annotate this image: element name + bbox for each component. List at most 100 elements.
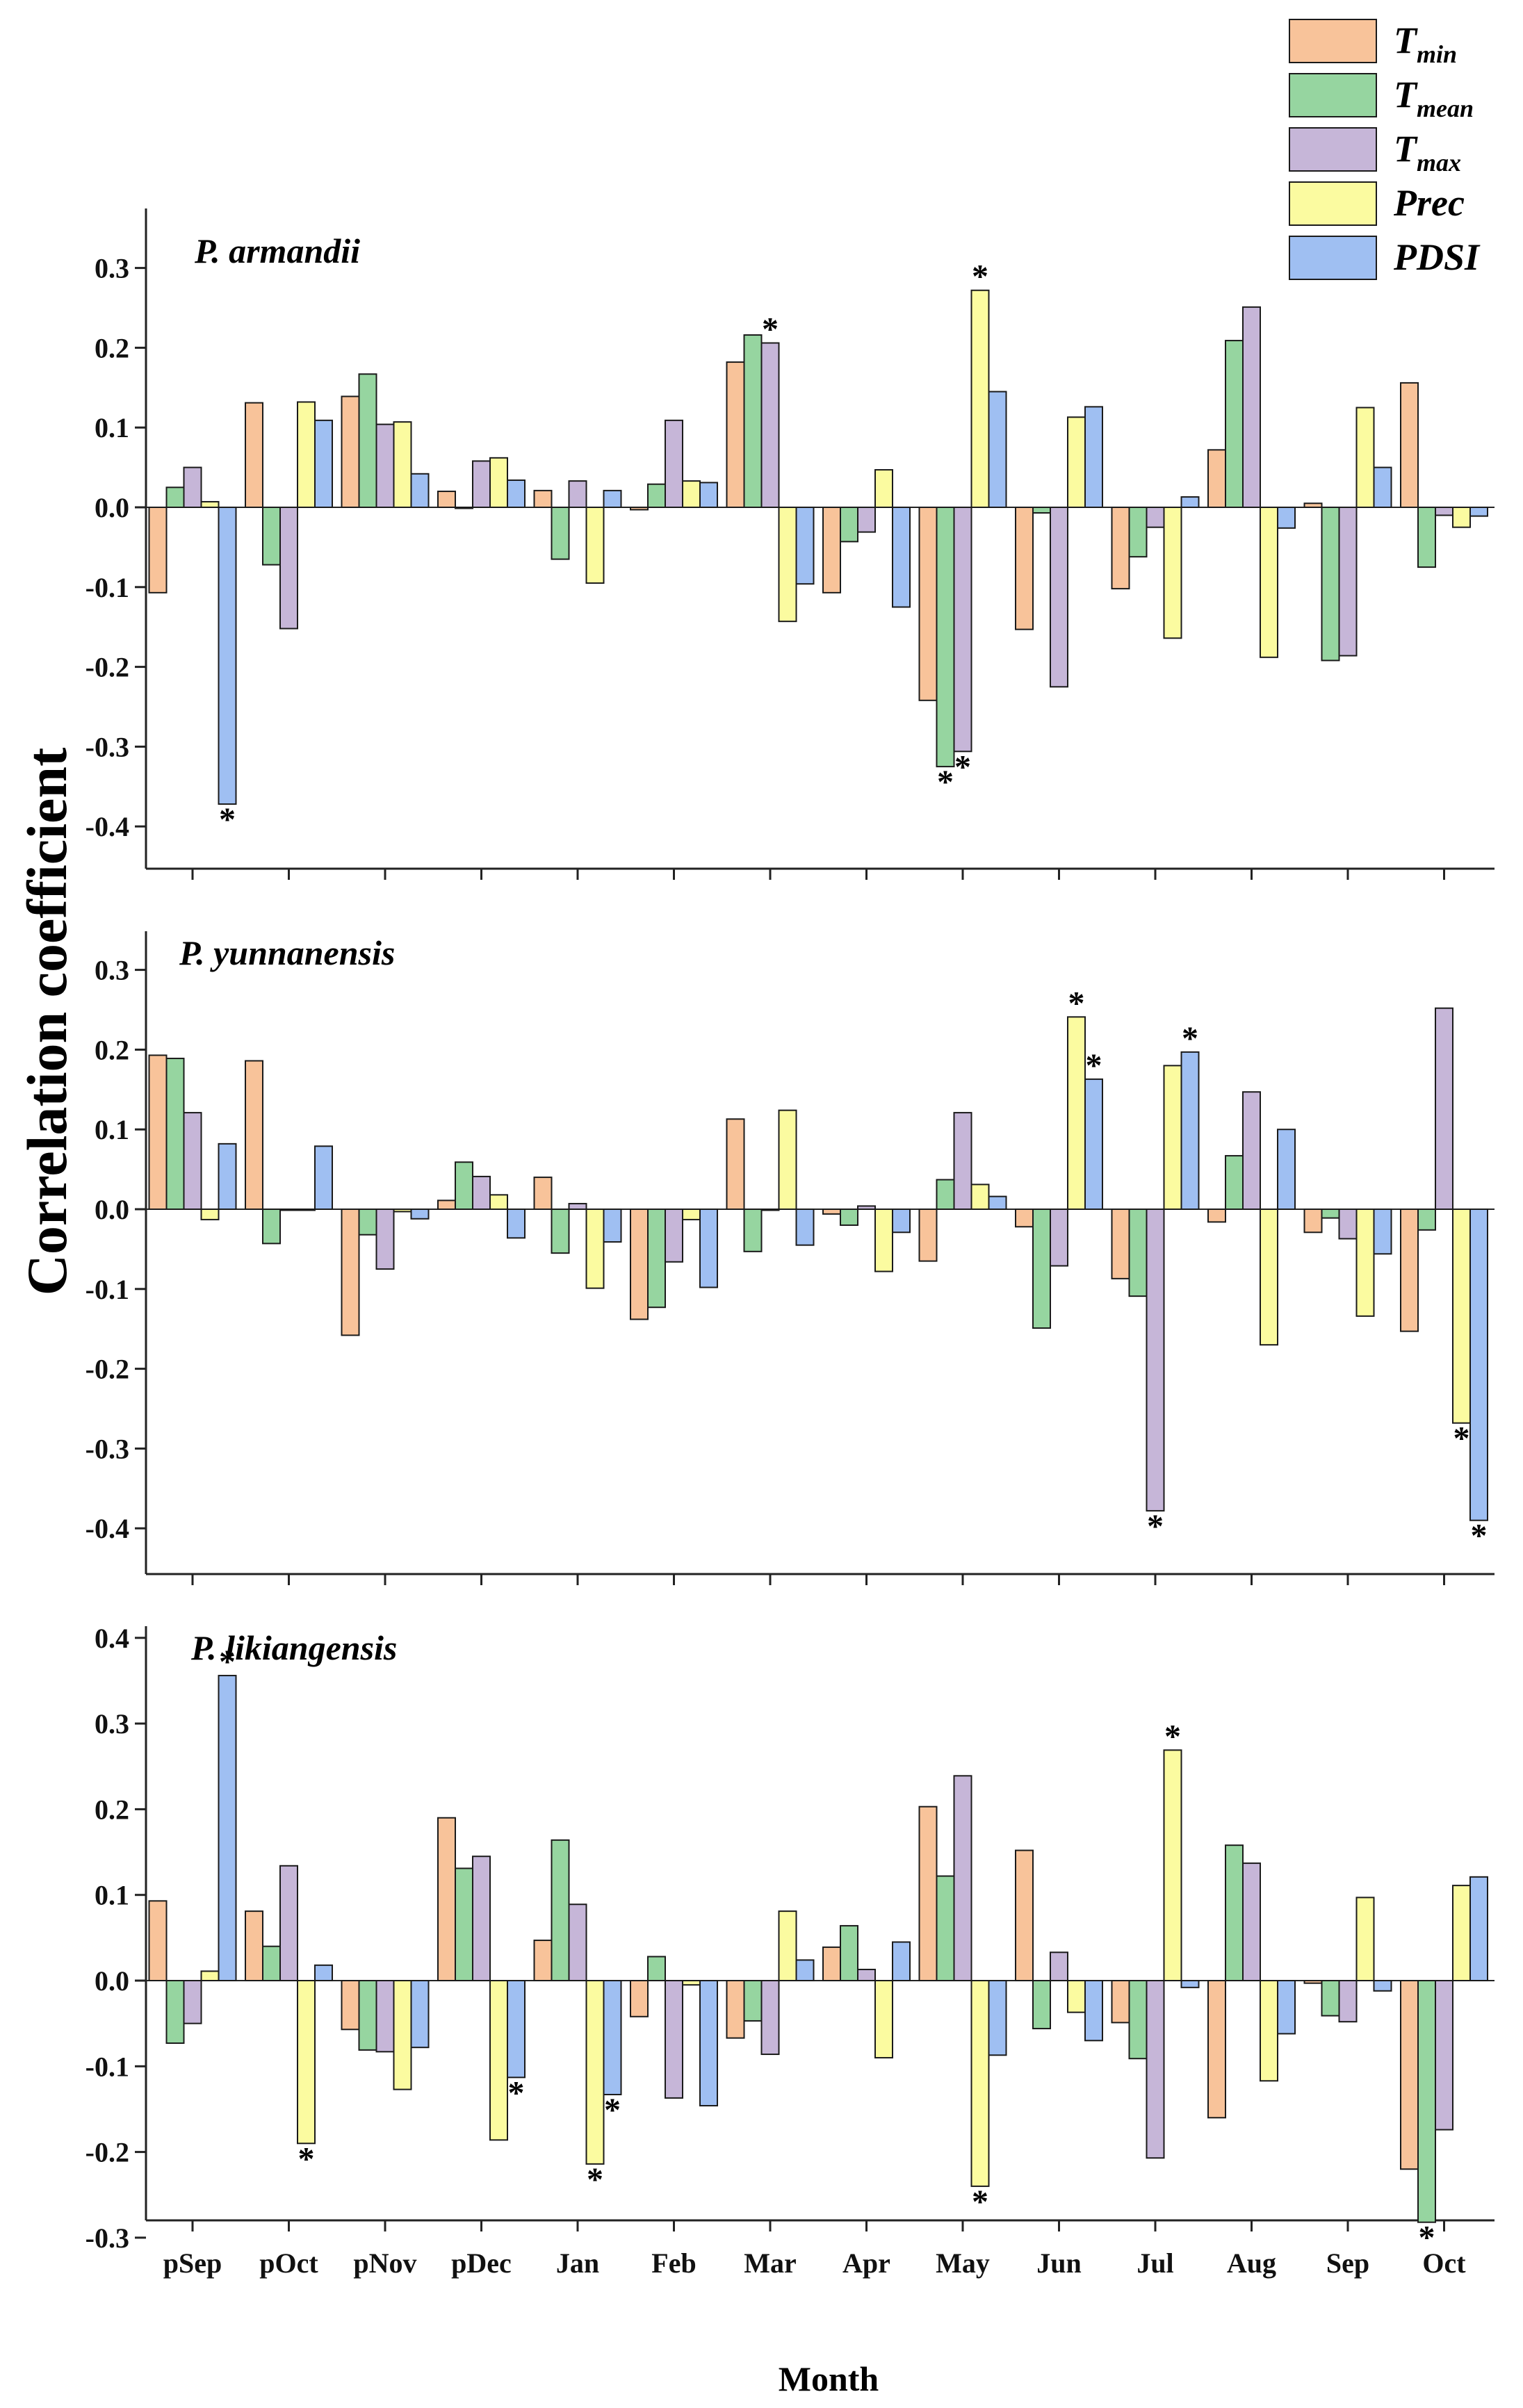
significance-marker: * bbox=[219, 1644, 236, 1680]
bar-tmin-poct bbox=[245, 1060, 263, 1211]
significance-marker: * bbox=[1068, 985, 1085, 1022]
bar-tmean-apr bbox=[840, 1209, 858, 1226]
bar-tmean-pdec bbox=[455, 1161, 473, 1210]
bar-tmax-aug bbox=[1242, 1091, 1261, 1211]
y-tick-label: -0.3 bbox=[85, 1433, 129, 1464]
bar-pdsi-may bbox=[988, 391, 1007, 508]
x-tick-label: Oct bbox=[1422, 2247, 1466, 2279]
bar-tmax-pnov bbox=[375, 1980, 395, 2053]
bar-tmax-sep bbox=[1338, 1980, 1358, 2023]
significance-marker: * bbox=[1419, 2220, 1435, 2257]
y-tick-label: -0.3 bbox=[85, 731, 129, 762]
panel-2: P. yunnanensis 0.3 0.2 0.1 0.0 -0.1 -0.2 -0.3 -0… bbox=[85, 931, 1495, 1585]
x-tick-label: Mar bbox=[744, 2247, 797, 2279]
y-tick-label: -0.2 bbox=[85, 2137, 129, 2168]
y-tick-label: 0.1 bbox=[95, 412, 129, 443]
bar-tmin-jul bbox=[1111, 1980, 1130, 2024]
bar-tmax-may bbox=[953, 507, 972, 753]
bar-tmin-sep bbox=[1303, 502, 1323, 509]
legend-label-5: PDSI bbox=[1393, 236, 1481, 278]
legend-swatch-1 bbox=[1289, 19, 1377, 63]
bar-prec-jan bbox=[585, 1980, 605, 2165]
bar-pdsi-oct bbox=[1469, 1209, 1488, 1521]
y-tick-label: -0.1 bbox=[85, 2051, 129, 2082]
bar-tmin-pnov bbox=[341, 1209, 360, 1336]
bar-tmin-feb bbox=[630, 1209, 649, 1320]
bar-tmax-sep bbox=[1338, 507, 1358, 657]
bar-pdsi-aug bbox=[1277, 1980, 1296, 2035]
bar-tmin-apr bbox=[822, 1209, 841, 1215]
x-tick-label: Jan bbox=[556, 2247, 599, 2279]
bar-prec-poct bbox=[297, 401, 316, 508]
bar-prec-jan bbox=[585, 1209, 605, 1289]
significance-marker: * bbox=[1086, 1047, 1102, 1084]
bar-tmax-may bbox=[953, 1112, 972, 1211]
bar-tmin-jan bbox=[533, 1177, 553, 1210]
bar-prec-sep bbox=[1355, 1897, 1375, 1981]
bar-tmax-apr bbox=[857, 507, 876, 533]
bar-pdsi-jul bbox=[1180, 496, 1200, 508]
bar-prec-mar bbox=[778, 507, 797, 623]
bar-pdsi-apr bbox=[892, 1941, 911, 1981]
bar-prec-pnov bbox=[393, 1980, 412, 2090]
x-tick-label: Aug bbox=[1227, 2247, 1276, 2279]
bar-pdsi-jan bbox=[603, 1980, 622, 2095]
legend-swatch-5 bbox=[1289, 236, 1377, 280]
bar-tmean-psep bbox=[165, 1058, 185, 1210]
bar-tmin-psep bbox=[148, 1900, 168, 1982]
significance-marker: * bbox=[298, 2140, 315, 2177]
significance-marker: * bbox=[1453, 1420, 1470, 1457]
bar-tmax-oct bbox=[1435, 1980, 1453, 2131]
legend: Tmin Tmean Tmax Prec PDSI bbox=[1289, 19, 1481, 280]
bar-pdsi-poct bbox=[314, 419, 333, 508]
bar-tmin-mar bbox=[726, 361, 745, 509]
bar-prec-pdec bbox=[489, 1980, 508, 2141]
bar-tmean-jan bbox=[551, 507, 570, 560]
bar-prec-aug bbox=[1260, 1209, 1278, 1346]
y-tick-label: 0.0 bbox=[95, 1194, 129, 1225]
bar-pdsi-oct bbox=[1469, 1876, 1488, 1981]
bar-pdsi-psep bbox=[218, 507, 237, 805]
bar-tmax-poct bbox=[279, 1209, 298, 1211]
x-tick-label: Apr bbox=[842, 2247, 890, 2279]
bar-pdsi-aug bbox=[1277, 1129, 1296, 1210]
panel-3: P. likiangensis 0.4 0.3 0.2 0.1 0.0 -0.1 -0.2 -0… bbox=[85, 1623, 1495, 2257]
bar-tmin-mar bbox=[726, 1980, 745, 2039]
bar-tmin-may bbox=[918, 507, 938, 701]
bar-tmax-pdec bbox=[472, 1856, 491, 1982]
bar-prec-jul bbox=[1163, 507, 1182, 639]
y-tick-label: -0.4 bbox=[85, 811, 129, 842]
bar-tmax-psep bbox=[183, 466, 202, 508]
x-axis-title: Month bbox=[779, 2359, 879, 2398]
bar-prec-psep bbox=[200, 1209, 220, 1220]
bar-tmax-pdec bbox=[472, 1175, 491, 1211]
bar-prec-jul bbox=[1163, 1749, 1182, 1981]
bar-pdsi-pdec bbox=[507, 479, 526, 509]
bar-pdsi-jun bbox=[1084, 406, 1103, 508]
bar-pdsi-pnov bbox=[410, 473, 430, 508]
y-tick-label: -0.1 bbox=[85, 1274, 129, 1305]
bar-prec-mar bbox=[778, 1910, 797, 1981]
bar-tmax-pnov bbox=[375, 1209, 395, 1270]
x-tick-label: pOct bbox=[259, 2247, 318, 2279]
bar-tmax-poct bbox=[279, 1865, 298, 1982]
bar-pdsi-sep bbox=[1373, 466, 1392, 508]
bar-tmin-may bbox=[918, 1209, 938, 1262]
bar-tmin-oct bbox=[1400, 1209, 1419, 1332]
bar-tmin-pdec bbox=[437, 491, 456, 508]
bar-prec-jan bbox=[585, 507, 605, 584]
panels: P. armandii 0.3 0.2 0.1 0.0 -0.1 -0.2 -0.3 -0.4 *… bbox=[85, 208, 1495, 2279]
bar-tmean-jun bbox=[1032, 1980, 1051, 2030]
bar-tmin-poct bbox=[245, 1910, 263, 1981]
bar-tmean-may bbox=[936, 1875, 955, 1981]
bar-tmin-sep bbox=[1303, 1209, 1323, 1234]
x-tick-label: Feb bbox=[651, 2247, 696, 2279]
bar-prec-feb bbox=[682, 1209, 701, 1220]
bar-tmean-feb bbox=[647, 483, 666, 509]
x-tick-label: pSep bbox=[163, 2247, 222, 2279]
bar-pdsi-pnov bbox=[410, 1980, 430, 2049]
bar-prec-jun bbox=[1067, 1016, 1086, 1211]
bar-tmax-aug bbox=[1242, 1862, 1261, 1982]
bar-prec-jun bbox=[1067, 1980, 1086, 2013]
bar-tmax-jan bbox=[568, 1202, 587, 1210]
